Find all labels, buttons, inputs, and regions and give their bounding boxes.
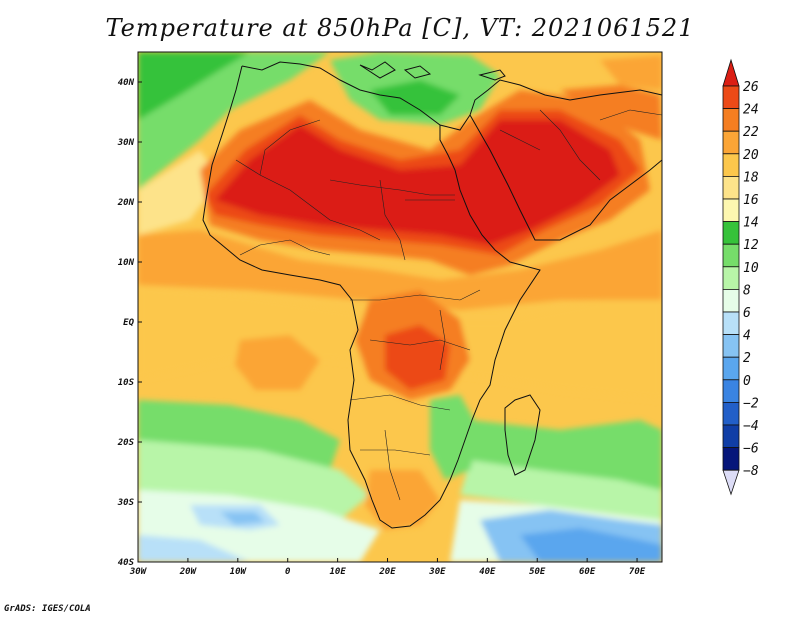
colorbar-level-label: 26 xyxy=(743,80,759,95)
colorbar-swatch xyxy=(722,221,740,245)
colorbar-level-label: 14 xyxy=(743,216,759,231)
colorbar-swatch xyxy=(722,424,740,449)
colorbar-swatch xyxy=(722,356,740,381)
colorbar-level-label: 10 xyxy=(743,261,759,276)
lat-tick-label: 10S xyxy=(118,378,135,388)
colorbar-swatch xyxy=(722,266,740,290)
lat-tick-label: 40N xyxy=(118,78,135,88)
colorbar-level-label: −6 xyxy=(743,442,759,457)
colorbar-level-label: 6 xyxy=(743,306,751,321)
colorbar-swatch xyxy=(722,243,740,268)
map-title: Temperature at 850hPa [C], VT: 202106152… xyxy=(105,14,695,42)
colorbar-level-label: −4 xyxy=(743,419,759,434)
lon-tick-label: 70E xyxy=(629,567,646,577)
lat-tick-label: 40S xyxy=(118,558,135,568)
lon-tick-label: 30W xyxy=(129,567,148,577)
colorbar-swatch xyxy=(722,379,740,403)
colorbar-swatch xyxy=(722,311,740,336)
colorbar-swatch xyxy=(722,401,740,426)
plot-frame xyxy=(137,51,663,563)
lat-tick-label: 20S xyxy=(117,438,135,448)
lat-tick-label: 20N xyxy=(117,198,135,208)
lon-tick-label: 60E xyxy=(579,567,596,577)
colorbar-swatch xyxy=(722,108,740,132)
colorbar-level-label: 18 xyxy=(743,170,759,185)
lat-tick-label: 30N xyxy=(117,138,135,148)
colorbar-swatch xyxy=(722,130,740,155)
colorbar-level-label: 16 xyxy=(743,193,759,208)
colorbar-swatch xyxy=(722,153,740,177)
colorbar-level-label: 22 xyxy=(743,125,759,140)
colorbar-bottom-arrow xyxy=(722,469,740,496)
lon-tick-label: 0 xyxy=(285,567,291,577)
colorbar-swatch xyxy=(722,447,740,471)
colorbar-swatch xyxy=(722,198,740,223)
colorbar-top-arrow xyxy=(722,58,740,87)
country-borders xyxy=(235,109,662,501)
lat-tick-label: EQ xyxy=(123,318,134,328)
lon-tick-label: 10E xyxy=(329,567,346,577)
colorbar-swatch xyxy=(722,288,740,313)
credit-text: GrADS: IGES/COLA xyxy=(4,604,91,614)
colorbar-swatch xyxy=(722,334,740,358)
axis-ticks: 30W 20W 10W 0 10E 20E 30E 40E 50E 60E 70E 40N 30N 20N… xyxy=(117,78,646,577)
colorbar-level-label: 8 xyxy=(743,283,751,298)
lon-tick-label: 10W xyxy=(230,567,248,577)
colorbar-level-label: 2 xyxy=(743,351,751,366)
coastlines xyxy=(202,61,662,529)
colorbar-swatch xyxy=(722,85,740,110)
colorbar-level-label: 24 xyxy=(743,103,759,118)
lon-tick-label: 50E xyxy=(529,567,546,577)
lon-tick-label: 20E xyxy=(378,567,396,577)
colorbar-level-label: 20 xyxy=(743,148,759,163)
colorbar-level-label: 4 xyxy=(743,329,751,344)
lat-tick-label: 30S xyxy=(117,498,135,508)
colorbar-swatch xyxy=(722,175,740,200)
lon-tick-label: 30E xyxy=(428,567,446,577)
colorbar-level-label: 0 xyxy=(743,374,751,389)
colorbar-level-label: −8 xyxy=(743,464,759,479)
lon-tick-label: 20W xyxy=(179,567,198,577)
lat-tick-label: 10N xyxy=(118,258,135,268)
lon-tick-label: 40E xyxy=(479,567,496,577)
colorbar-level-label: −2 xyxy=(743,396,759,411)
colorbar-level-label: 12 xyxy=(743,238,759,253)
temperature-field xyxy=(138,52,662,562)
